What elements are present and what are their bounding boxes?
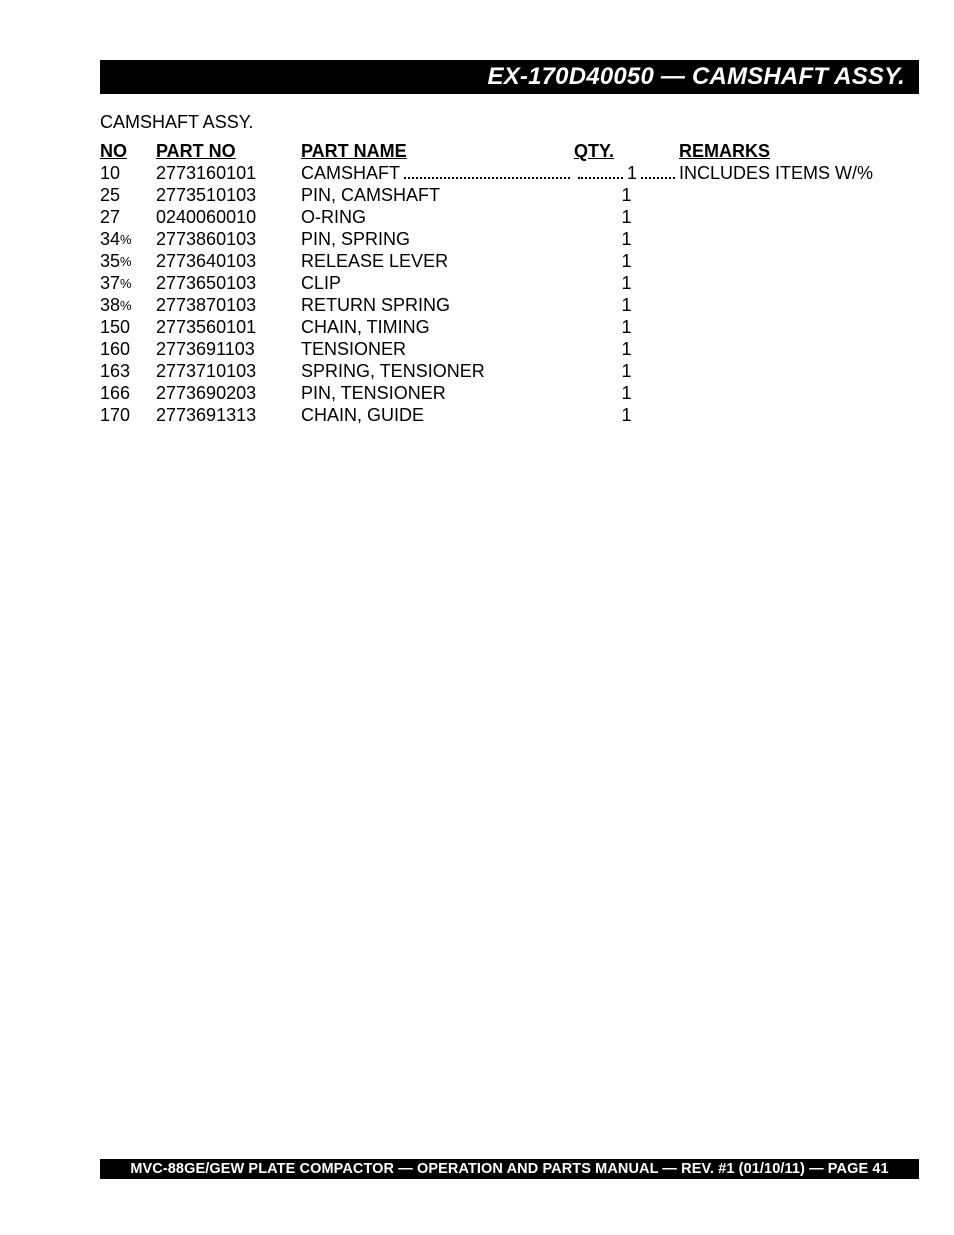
cell-remarks: [679, 206, 900, 228]
header-part-no: PART NO: [156, 140, 301, 162]
header-part-name: PART NAME: [301, 140, 574, 162]
cell-remarks: [679, 338, 900, 360]
title-bar: EX-170D40050 — CAMSHAFT ASSY.: [100, 60, 919, 94]
cell-part-name: PIN, SPRING: [301, 228, 574, 250]
cell-part-no: 2773560101: [156, 316, 301, 338]
table-row: 34%2773860103PIN, SPRING1: [100, 228, 900, 250]
cell-no: 38%: [100, 294, 156, 316]
cell-part-no: 2773690203: [156, 382, 301, 404]
cell-no: 27: [100, 206, 156, 228]
cell-no: 35%: [100, 250, 156, 272]
table-row: 37%2773650103CLIP1: [100, 272, 900, 294]
page: EX-170D40050 — CAMSHAFT ASSY. CAMSHAFT A…: [0, 0, 954, 1235]
cell-qty: 1: [574, 360, 679, 382]
cell-part-no: 2773860103: [156, 228, 301, 250]
table-row: 1602773691103TENSIONER1: [100, 338, 900, 360]
table-row: 252773510103PIN, CAMSHAFT1: [100, 184, 900, 206]
cell-part-name: PIN, CAMSHAFT: [301, 184, 574, 206]
cell-no: 37%: [100, 272, 156, 294]
cell-remarks: [679, 184, 900, 206]
cell-no: 170: [100, 404, 156, 426]
table-row: 1502773560101CHAIN, TIMING1: [100, 316, 900, 338]
cell-remarks: INCLUDES ITEMS W/%: [679, 162, 900, 184]
cell-qty: 1: [574, 338, 679, 360]
table-row: 102773160101CAMSHAFT1INCLUDES ITEMS W/%: [100, 162, 900, 184]
cell-part-no: 0240060010: [156, 206, 301, 228]
cell-remarks: [679, 272, 900, 294]
header-no: NO: [100, 140, 156, 162]
cell-qty: 1: [574, 272, 679, 294]
cell-no: 25: [100, 184, 156, 206]
cell-qty: 1: [574, 162, 679, 184]
parts-table: NO PART NO PART NAME QTY. REMARKS 102773…: [100, 140, 900, 426]
cell-part-no: 2773691103: [156, 338, 301, 360]
cell-qty: 1: [574, 250, 679, 272]
cell-no: 160: [100, 338, 156, 360]
cell-part-name: RETURN SPRING: [301, 294, 574, 316]
cell-qty: 1: [574, 382, 679, 404]
cell-part-name: PIN, TENSIONER: [301, 382, 574, 404]
cell-remarks: [679, 294, 900, 316]
cell-part-name: CLIP: [301, 272, 574, 294]
cell-qty: 1: [574, 184, 679, 206]
cell-qty: 1: [574, 316, 679, 338]
cell-part-name: CHAIN, TIMING: [301, 316, 574, 338]
cell-no: 34%: [100, 228, 156, 250]
cell-part-no: 2773710103: [156, 360, 301, 382]
cell-part-name: TENSIONER: [301, 338, 574, 360]
cell-no: 166: [100, 382, 156, 404]
cell-qty: 1: [574, 206, 679, 228]
cell-no: 150: [100, 316, 156, 338]
table-row: 38%2773870103RETURN SPRING1: [100, 294, 900, 316]
header-qty: QTY.: [574, 140, 679, 162]
cell-qty: 1: [574, 294, 679, 316]
cell-remarks: [679, 404, 900, 426]
footer-text: MVC-88GE/GEW PLATE COMPACTOR — OPERATION…: [130, 1161, 888, 1177]
table-row: 1662773690203PIN, TENSIONER1: [100, 382, 900, 404]
cell-remarks: [679, 228, 900, 250]
cell-remarks: [679, 250, 900, 272]
table-row: 270240060010O-RING1: [100, 206, 900, 228]
cell-remarks: [679, 382, 900, 404]
cell-qty: 1: [574, 404, 679, 426]
table-row: 1632773710103SPRING, TENSIONER1: [100, 360, 900, 382]
cell-part-no: 2773650103: [156, 272, 301, 294]
cell-remarks: [679, 316, 900, 338]
cell-part-name: CHAIN, GUIDE: [301, 404, 574, 426]
table-row: 1702773691313CHAIN, GUIDE1: [100, 404, 900, 426]
table-row: 35%2773640103RELEASE LEVER1: [100, 250, 900, 272]
title-text: EX-170D40050 — CAMSHAFT ASSY.: [487, 63, 905, 90]
cell-no: 163: [100, 360, 156, 382]
cell-part-no: 2773510103: [156, 184, 301, 206]
header-remarks: REMARKS: [679, 140, 900, 162]
cell-no: 10: [100, 162, 156, 184]
subtitle: CAMSHAFT ASSY.: [100, 112, 253, 133]
cell-part-no: 2773160101: [156, 162, 301, 184]
table-body: 102773160101CAMSHAFT1INCLUDES ITEMS W/%2…: [100, 162, 900, 426]
cell-part-name: SPRING, TENSIONER: [301, 360, 574, 382]
cell-remarks: [679, 360, 900, 382]
table-header-row: NO PART NO PART NAME QTY. REMARKS: [100, 140, 900, 162]
cell-part-name: RELEASE LEVER: [301, 250, 574, 272]
cell-part-name: CAMSHAFT: [301, 162, 574, 184]
cell-qty: 1: [574, 228, 679, 250]
cell-part-no: 2773870103: [156, 294, 301, 316]
cell-part-name: O-RING: [301, 206, 574, 228]
footer-bar: MVC-88GE/GEW PLATE COMPACTOR — OPERATION…: [100, 1159, 919, 1179]
cell-part-no: 2773640103: [156, 250, 301, 272]
cell-part-no: 2773691313: [156, 404, 301, 426]
